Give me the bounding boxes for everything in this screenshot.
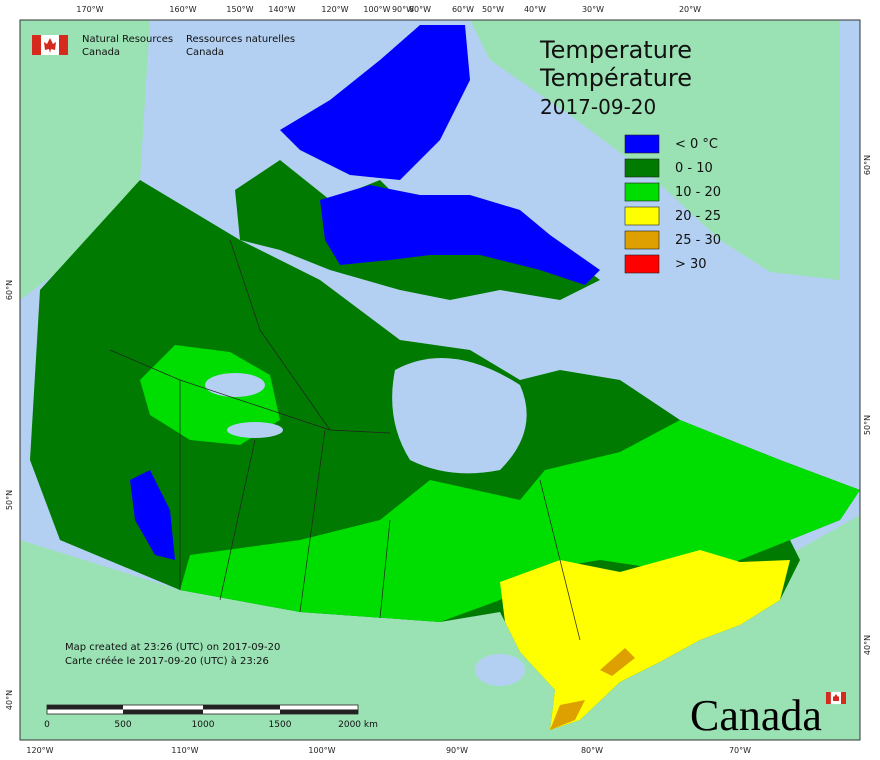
graticule-label: 60°N [5,280,14,300]
border [539,479,581,641]
graticule-label: 20°W [679,5,701,14]
title: Temperature [539,36,692,64]
graticule-label: 120°W [26,746,53,755]
graticule-label: 80°W [409,5,431,14]
border [379,519,391,619]
zone-10-20-west [140,345,280,445]
department-fr: Ressources naturelles [186,34,295,45]
graticule-label: 60°N [863,155,872,175]
graticule-label: 40°W [524,5,546,14]
great-slave-lake [227,422,283,438]
legend-swatch [624,158,660,178]
border [219,439,256,601]
legend-label: 25 - 30 [675,233,721,248]
border [229,239,331,431]
great-bear-lake [205,373,265,397]
legend-label: 0 - 10 [675,161,713,176]
title: Température [539,64,692,92]
graticule-label: 40°N [5,690,14,710]
graticule-label: 70°W [729,746,751,755]
nrcan-flag [32,35,68,55]
alaska [20,20,150,300]
scale-label: 0 [44,720,50,730]
graticule-label: 100°W [363,5,390,14]
zone-25-30 [550,700,585,730]
legend-label: 20 - 25 [675,209,721,224]
scale-bar [46,704,359,715]
legend-swatch [624,206,660,226]
zone-below-0-rockies [130,470,175,560]
canada-wordmark: Canada [690,691,822,740]
graticule-label: 160°W [169,5,196,14]
graticule-label: 140°W [268,5,295,14]
hudson-bay [392,358,527,474]
zone-below-0-baffin [320,185,600,285]
graticule-label: 150°W [226,5,253,14]
graticule-label: 170°W [76,5,103,14]
graticule-label: 40°N [863,635,872,655]
legend-label: < 0 °C [675,137,718,152]
legend-swatch [624,230,660,250]
note: Map created at 23:26 (UTC) on 2017-09-20 [65,642,280,653]
scale-label: 500 [114,720,131,730]
graticule-label: 60°W [452,5,474,14]
graticule-label: 120°W [321,5,348,14]
legend-swatch [624,182,660,202]
zone-below-0-ellesmere [280,25,470,180]
map-frame [19,19,861,741]
department-en: Natural Resources [82,34,173,45]
note: Carte créée le 2017-09-20 (UTC) à 23:26 [65,655,269,667]
graticule-label: 50°W [482,5,504,14]
legend-label: 10 - 20 [675,185,721,200]
graticule-label: 90°W [392,5,414,14]
zone-25-30 [600,648,635,676]
graticule-label: 50°N [863,415,872,435]
graticule-label: 90°W [446,746,468,755]
graticule-label: 80°W [581,746,603,755]
graticule-label: 110°W [171,746,198,755]
scale-label: 1500 [269,720,292,730]
scale-label: 2000 km [338,720,378,730]
great-lakes [475,654,525,686]
legend-swatch [624,134,660,154]
title-date: 2017-09-20 [540,95,656,119]
canada-wordmark-flag [826,691,846,705]
border [299,429,326,613]
usa [20,515,860,740]
department-fr: Canada [186,47,224,58]
graticule-label: 100°W [308,746,335,755]
graticule-label: 50°N [5,490,14,510]
graticule-label: 30°W [582,5,604,14]
legend-label: > 30 [675,257,707,272]
zone-20-25 [500,550,790,730]
scale-label: 1000 [192,720,215,730]
department-en: Canada [82,47,120,58]
legend-swatch [624,254,660,274]
